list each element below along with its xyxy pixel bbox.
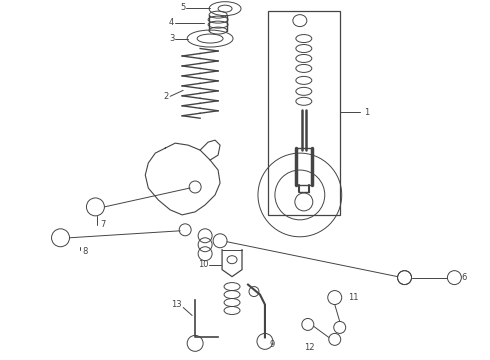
Text: 3: 3	[169, 34, 174, 43]
Text: 11: 11	[348, 293, 358, 302]
Text: 5: 5	[180, 3, 185, 12]
Text: 13: 13	[172, 300, 182, 309]
Bar	[268, 11, 340, 215]
Text: 8: 8	[82, 247, 88, 256]
Text: 6: 6	[462, 273, 467, 282]
Text: 12: 12	[305, 343, 315, 352]
Text: 7: 7	[100, 220, 106, 229]
Text: 9: 9	[270, 340, 275, 349]
Text: 10: 10	[197, 260, 208, 269]
Text: 4: 4	[169, 18, 174, 27]
Text: 2: 2	[163, 92, 168, 101]
Text: 1: 1	[364, 108, 369, 117]
